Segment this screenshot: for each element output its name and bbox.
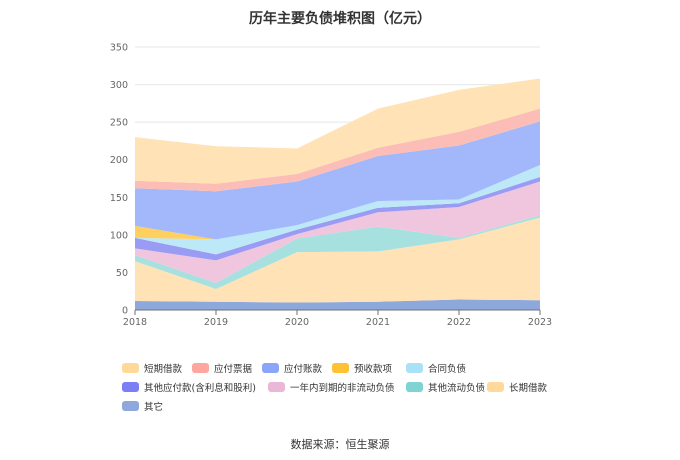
area-series-0 (135, 299, 540, 310)
legend-item[interactable]: 合同负债 (406, 361, 466, 375)
legend-item[interactable]: 一年内到期的非流动负债 (268, 380, 395, 394)
legend-row: 短期借款 应付票据 应付账款 预收款项 合同负债 (122, 358, 592, 377)
legend-swatch (268, 381, 285, 392)
legend-swatch (262, 362, 279, 373)
series-areas (135, 78, 540, 310)
axes: 0 50 100 150 200 250 300 350 2018 2019 2020 2021 202… (110, 43, 552, 329)
chart-title: 历年主要负债堆积图（亿元） (249, 11, 431, 27)
area-series-5 (135, 164, 540, 255)
legend-swatch (332, 362, 349, 373)
x-tick-label: 2022 (447, 317, 471, 328)
legend-label: 合同负债 (428, 363, 467, 375)
legend-item[interactable]: 短期借款 (122, 361, 182, 375)
legend-item[interactable]: 应付票据 (192, 361, 252, 375)
area-series-3 (135, 181, 540, 283)
legend-item[interactable]: 其他应付款(含利息和股利) (122, 380, 256, 394)
y-tick-label: 0 (122, 306, 128, 317)
area-series-1 (135, 217, 540, 303)
legend-row: 其他应付款(含利息和股利) 一年内到期的非流动负债 其他流动负债 长期借款 (122, 377, 592, 396)
legend-row: 其它 (122, 396, 592, 415)
legend-label: 一年内到期的非流动负债 (290, 382, 395, 394)
legend-label: 应付账款 (284, 363, 323, 375)
y-tick-label: 250 (110, 118, 128, 129)
y-tick-label: 300 (110, 80, 128, 91)
legend-label: 其他应付款(含利息和股利) (144, 382, 256, 394)
x-tick-label: 2018 (123, 317, 147, 328)
legend-item[interactable]: 预收款项 (332, 361, 392, 375)
legend: 短期借款 应付票据 应付账款 预收款项 合同负债其他应付款(含利息和股利) 一年内到期的非… (122, 358, 592, 415)
x-tick-label: 2023 (528, 317, 552, 328)
legend-swatch (487, 381, 504, 392)
legend-swatch (122, 381, 139, 392)
x-tick-label: 2019 (204, 317, 228, 328)
legend-item[interactable]: 其它 (122, 399, 163, 413)
y-tick-label: 100 (110, 230, 128, 241)
area-series-9 (135, 78, 540, 184)
data-source-note: 数据来源：恒生聚源 (290, 438, 390, 451)
legend-swatch (122, 400, 139, 411)
legend-swatch (122, 362, 139, 373)
area-series-7 (135, 121, 540, 240)
x-tick-label: 2020 (285, 317, 309, 328)
y-tick-label: 50 (116, 268, 128, 279)
legend-item[interactable]: 应付账款 (262, 361, 322, 375)
legend-swatch (406, 381, 423, 392)
legend-swatch (406, 362, 423, 373)
area-series-8 (135, 108, 540, 192)
legend-label: 预收款项 (354, 363, 393, 375)
y-tick-label: 150 (110, 193, 128, 204)
legend-label: 长期借款 (509, 382, 548, 394)
legend-item[interactable]: 其他流动负债 (406, 380, 485, 394)
x-tick-label: 2021 (366, 317, 390, 328)
legend-label: 其他流动负债 (428, 382, 486, 394)
y-tick-label: 200 (110, 155, 128, 166)
y-tick-label: 350 (110, 43, 128, 54)
legend-label: 其它 (144, 401, 164, 413)
legend-label: 短期借款 (144, 363, 183, 375)
legend-swatch (192, 362, 209, 373)
legend-label: 应付票据 (214, 363, 253, 375)
legend-item[interactable]: 长期借款 (487, 380, 547, 394)
